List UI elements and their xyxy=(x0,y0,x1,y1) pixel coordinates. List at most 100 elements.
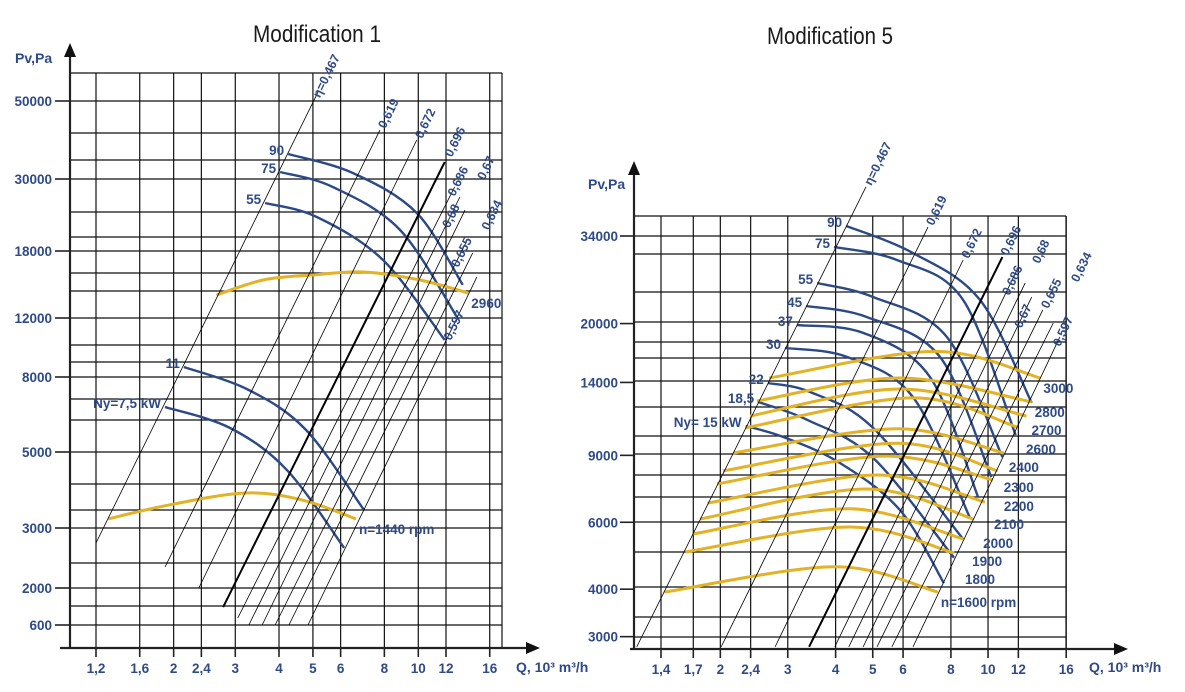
x-tick-label: 16 xyxy=(482,661,498,676)
speed-curve xyxy=(744,396,1018,430)
efficiency-line xyxy=(248,196,461,626)
power-curve xyxy=(816,281,1004,458)
speed-curve-label: 2300 xyxy=(1004,480,1034,495)
power-curve-label: 11 xyxy=(166,356,181,371)
speed-curve xyxy=(716,454,994,486)
y-tick-label: 8000 xyxy=(22,370,52,385)
efficiency-label: η=0,467 xyxy=(310,52,343,100)
x-tick-label: 1,6 xyxy=(130,661,149,676)
efficiency-label: 0,67 xyxy=(475,154,498,182)
efficiency-line xyxy=(848,282,1026,648)
y-tick-label: 5000 xyxy=(22,445,52,460)
x-tick-label: 2 xyxy=(717,662,725,677)
x-tick-label: 1,7 xyxy=(684,662,703,677)
speed-curve xyxy=(732,427,1005,455)
efficiency-line xyxy=(891,322,1054,648)
efficiency-line xyxy=(834,267,1019,648)
power-curve-label: 55 xyxy=(246,192,262,207)
speed-curve xyxy=(107,491,357,521)
grid xyxy=(70,72,503,648)
y-tick-label: 34000 xyxy=(580,229,618,244)
power-curve xyxy=(757,400,955,559)
power-curve xyxy=(183,365,366,511)
speed-curve xyxy=(699,487,974,521)
x-tick-label: 6 xyxy=(337,661,345,676)
efficiency-line xyxy=(261,209,466,626)
power-curve-label: Ny= 15 kW xyxy=(674,415,742,430)
y-tick-label: 20000 xyxy=(580,317,618,332)
x-axis-label: Q, 10³ m³/h xyxy=(1089,659,1161,675)
x-axis-arrow-icon xyxy=(1114,643,1128,655)
efficiency-line xyxy=(164,129,381,568)
x-tick-label: 2,4 xyxy=(741,662,760,677)
speed-curve-label: 2800 xyxy=(1035,405,1065,420)
x-tick-label: 12 xyxy=(438,661,453,676)
efficiency-label: η=0,467 xyxy=(861,140,894,188)
x-tick-label: 2 xyxy=(170,661,178,676)
power-curve-label: 18,5 xyxy=(728,391,755,406)
efficiency-label: 0,67 xyxy=(1011,302,1034,330)
x-tick-label: 5 xyxy=(869,662,877,677)
y-tick-label: 18000 xyxy=(14,244,52,259)
efficiency-label: 0,696 xyxy=(998,223,1024,257)
y-tick-label: 3000 xyxy=(22,521,52,536)
efficiency-line xyxy=(222,161,446,608)
x-tick-label: 4 xyxy=(832,662,840,677)
efficiency-line xyxy=(808,256,1004,648)
power-curve-label: Ny=7,5 kW xyxy=(93,396,161,411)
power-curve-label: 90 xyxy=(827,215,842,230)
power-curve-label: 55 xyxy=(798,272,814,287)
efficiency-line xyxy=(95,91,319,544)
power-curve-label: 22 xyxy=(749,372,764,387)
efficiency-line xyxy=(237,186,455,619)
speed-curve-label: 2400 xyxy=(1009,460,1039,475)
axes xyxy=(630,169,1120,651)
y-tick-label: 6000 xyxy=(588,515,618,530)
y-tick-label: 14000 xyxy=(580,375,618,390)
efficiency-line xyxy=(876,309,1044,648)
power-curve-label: 30 xyxy=(766,337,781,352)
y-axis-label: Pv,Pa xyxy=(588,176,625,192)
chart-title: Modification 5 xyxy=(767,23,893,50)
y-axis-label: Pv,Pa xyxy=(15,50,52,66)
x-tick-label: 5 xyxy=(309,661,317,676)
power-curve-label: 75 xyxy=(261,161,277,176)
chart-1: 50000 30000 18000 12000 8000 5000 3000 2000 600 1… xyxy=(14,21,588,676)
x-axis-arrow-icon xyxy=(526,642,540,654)
power-curve xyxy=(833,245,1017,436)
x-tick-label: 1,2 xyxy=(87,661,106,676)
y-tick-label: 30000 xyxy=(14,172,52,187)
speed-curve-label: 2200 xyxy=(1004,499,1034,514)
efficiency-label: 0,655 xyxy=(1038,276,1064,310)
efficiency-label: 0,597 xyxy=(1050,314,1076,348)
speed-curve xyxy=(215,270,469,297)
power-curve xyxy=(767,381,965,540)
x-tick-label: 6 xyxy=(899,662,907,677)
axes xyxy=(60,51,532,650)
speed-curve-label: n=1440 rpm xyxy=(359,522,434,537)
efficiency-line xyxy=(774,259,964,648)
speed-curve-label: 2700 xyxy=(1032,423,1062,438)
y-tick-label: 600 xyxy=(29,618,52,633)
x-tick-label: 3 xyxy=(232,661,240,676)
speed-curve-label: 1800 xyxy=(965,572,995,587)
efficiency-line xyxy=(636,186,867,648)
speed-curve-label: 2600 xyxy=(1026,442,1056,457)
speed-curve-label: n=1600 rpm xyxy=(941,595,1016,610)
power-curve-label: 90 xyxy=(269,143,284,158)
x-tick-label: 2,4 xyxy=(192,661,211,676)
speed-curve-label: 2100 xyxy=(994,517,1024,532)
speed-curves: 3000 2800 2700 2600 2400 2300 2200 2100 2000 1900… xyxy=(664,349,1073,610)
x-axis-label: Q, 10³ m³/h xyxy=(516,659,588,675)
efficiency-line xyxy=(307,276,478,626)
y-axis-arrow-icon xyxy=(64,43,76,57)
speed-curve xyxy=(756,376,1032,404)
power-curve xyxy=(164,405,346,549)
x-tick-label: 16 xyxy=(1059,662,1075,677)
x-tick-label: 10 xyxy=(411,661,426,676)
speed-curves: 2960 n=1440 rpm xyxy=(107,270,501,537)
power-curve xyxy=(805,304,993,478)
speed-curve xyxy=(722,441,999,473)
efficiency-label: 0,68 xyxy=(439,202,462,230)
